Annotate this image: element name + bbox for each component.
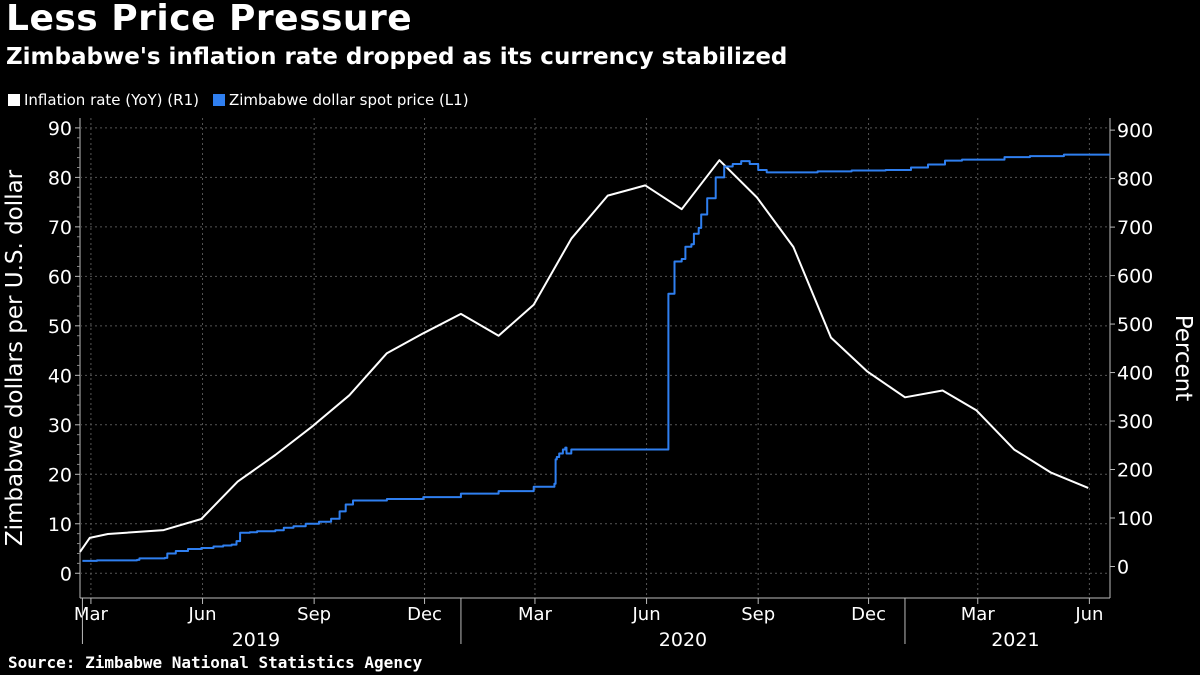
left-tick-label: 80 [48,167,72,189]
left-tick-label: 60 [48,266,72,288]
chart-subtitle: Zimbabwe's inflation rate dropped as its… [6,44,788,70]
right-tick-label: 800 [1117,169,1153,191]
x-tick-label: Jun [1074,604,1103,625]
year-label: 2019 [232,629,280,651]
right-tick-label: 100 [1117,508,1153,530]
source-note: Source: Zimbabwe National Statistics Age… [8,653,423,672]
right-axis-title: Percent [1170,315,1196,402]
inflation-line [79,159,1089,553]
left-tick-label: 90 [48,118,72,140]
x-tick-label: Jun [631,604,660,625]
right-tick-label: 600 [1117,266,1153,288]
left-tick-label: 20 [48,464,72,486]
legend-item-spot-price: Zimbabwe dollar spot price (L1) [212,91,469,109]
right-tick-label: 300 [1117,411,1153,433]
right-tick-label: 700 [1117,217,1153,239]
left-tick-label: 10 [48,514,72,536]
left-tick-label: 70 [48,217,72,239]
x-tick-label: Sep [297,604,331,625]
legend-label-spot-price: Zimbabwe dollar spot price (L1) [228,91,469,109]
right-tick-label: 200 [1117,460,1153,482]
x-tick-label: Mar [518,604,553,625]
year-label: 2021 [991,629,1039,651]
legend-item-inflation: Inflation rate (YoY) (R1) [8,91,199,109]
x-tick-label: Dec [407,604,442,625]
year-label: 2020 [659,629,707,651]
legend: Inflation rate (YoY) (R1) Zimbabwe dolla… [8,91,483,109]
x-tick-label: Mar [74,604,109,625]
left-axis-title: Zimbabwe dollars per U.S. dollar [2,169,28,546]
chart-title: Less Price Pressure [6,0,413,39]
legend-swatch-spot-price [212,94,225,106]
left-tick-label: 0 [60,563,72,585]
x-tick-label: Mar [961,604,996,625]
x-tick-label: Dec [851,604,886,625]
legend-swatch-inflation [8,94,20,106]
right-tick-label: 0 [1117,556,1129,578]
legend-label-inflation: Inflation rate (YoY) (R1) [24,91,199,109]
right-tick-label: 900 [1117,120,1153,142]
left-tick-label: 30 [48,415,72,437]
spot-price-line [82,153,1110,562]
x-tick-label: Sep [741,604,775,625]
x-tick-label: Jun [187,604,216,625]
right-tick-label: 400 [1117,363,1153,385]
left-tick-label: 50 [48,316,72,338]
left-tick-label: 40 [48,365,72,387]
right-tick-label: 500 [1117,314,1153,336]
